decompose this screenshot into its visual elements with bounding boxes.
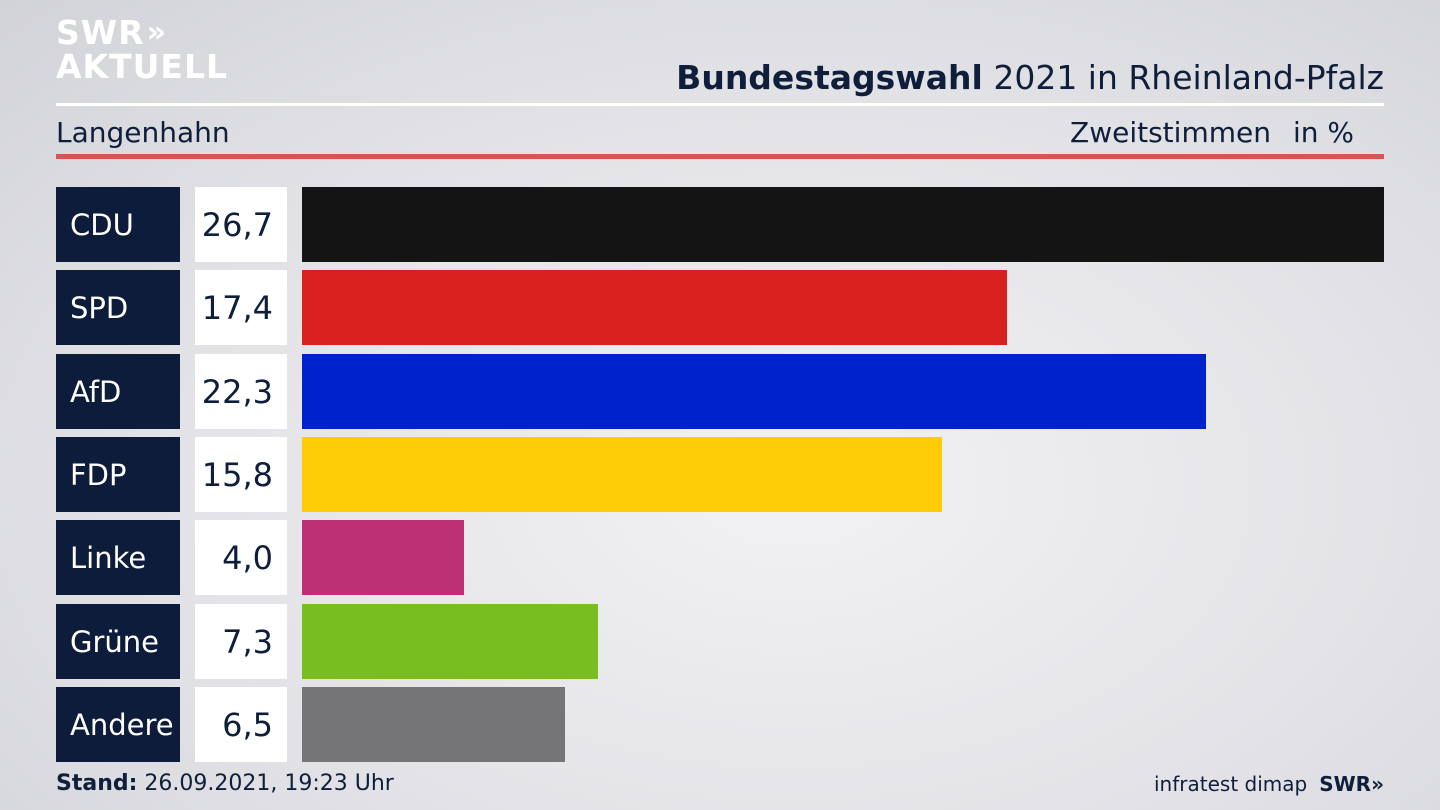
- chart-title-bold: Bundestagswahl: [676, 58, 983, 97]
- bar-afd: [302, 354, 1206, 429]
- bar-row-cdu: CDU 26,7: [56, 187, 1384, 262]
- bar-row-linke: Linke 4,0: [56, 520, 1384, 595]
- value-label-cdu: 26,7: [195, 187, 287, 262]
- chart-title-rest: 2021 in Rheinland-Pfalz: [993, 58, 1384, 97]
- region-subtitle: Langenhahn: [56, 116, 230, 149]
- logo-line2: AKTUELL: [56, 47, 229, 86]
- value-label-spd: 17,4: [195, 270, 287, 345]
- swr-brand-logo: SWR»: [1319, 772, 1384, 796]
- logo-line1: SWR: [56, 13, 145, 52]
- bar-spd: [302, 270, 1007, 345]
- bar-andere: [302, 687, 565, 762]
- value-label-fdp: 15,8: [195, 437, 287, 512]
- bar-row-andere: Andere 6,5: [56, 687, 1384, 762]
- source-credit: infratest dimap SWR»: [1154, 772, 1384, 796]
- party-label-afd: AfD: [56, 354, 180, 429]
- bar-grüne: [302, 604, 598, 679]
- chart-title: Bundestagswahl 2021 in Rheinland-Pfalz: [676, 58, 1384, 97]
- measure-label: Zweitstimmen in %: [1070, 116, 1354, 149]
- measure-unit: in %: [1292, 116, 1354, 149]
- swr-aktuell-logo: SWR» AKTUELL: [56, 16, 228, 84]
- bar-row-fdp: FDP 15,8: [56, 437, 1384, 512]
- party-label-andere: Andere: [56, 687, 180, 762]
- source-label: infratest dimap: [1154, 772, 1308, 796]
- logo-chevrons: »: [146, 15, 167, 50]
- party-label-fdp: FDP: [56, 437, 180, 512]
- bar-fdp: [302, 437, 942, 512]
- value-label-afd: 22,3: [195, 354, 287, 429]
- header-divider: [56, 103, 1384, 106]
- bar-row-grüne: Grüne 7,3: [56, 604, 1384, 679]
- party-label-cdu: CDU: [56, 187, 180, 262]
- bar-row-spd: SPD 17,4: [56, 270, 1384, 345]
- bar-cdu: [302, 187, 1384, 262]
- bar-linke: [302, 520, 464, 595]
- stand-value: 26.09.2021, 19:23 Uhr: [144, 771, 394, 796]
- timestamp: Stand: 26.09.2021, 19:23 Uhr: [56, 771, 394, 796]
- value-label-grüne: 7,3: [195, 604, 287, 679]
- accent-divider: [56, 154, 1384, 159]
- party-label-spd: SPD: [56, 270, 180, 345]
- measure-name: Zweitstimmen: [1070, 116, 1271, 149]
- value-label-linke: 4,0: [195, 520, 287, 595]
- value-label-andere: 6,5: [195, 687, 287, 762]
- party-label-grüne: Grüne: [56, 604, 180, 679]
- party-label-linke: Linke: [56, 520, 180, 595]
- bar-row-afd: AfD 22,3: [56, 354, 1384, 429]
- stand-label: Stand:: [56, 771, 138, 796]
